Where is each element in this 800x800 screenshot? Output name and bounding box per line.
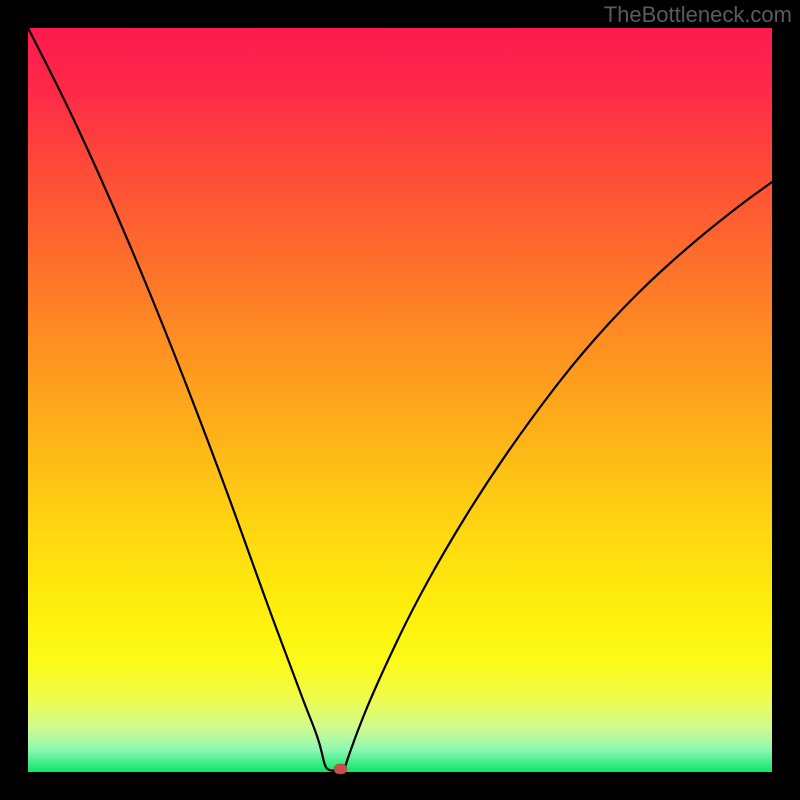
- min-marker: [334, 764, 347, 774]
- bottleneck-chart: [0, 0, 800, 800]
- watermark-text: TheBottleneck.com: [604, 2, 792, 28]
- plot-area: [28, 28, 772, 772]
- chart-root: TheBottleneck.com: [0, 0, 800, 800]
